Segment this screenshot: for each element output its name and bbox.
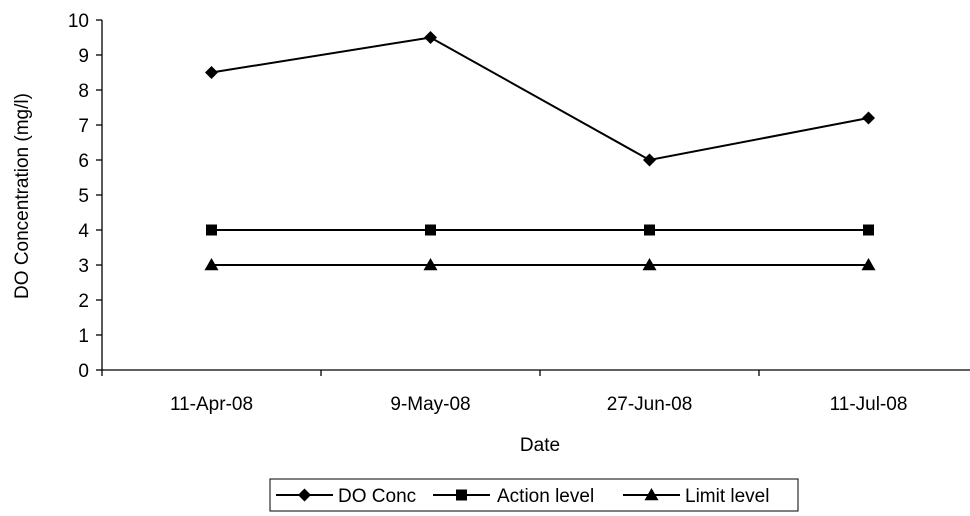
legend-marker <box>644 488 659 501</box>
data-point <box>644 224 655 236</box>
series-do-conc <box>205 31 875 167</box>
x-tick-label: 9-May-08 <box>390 394 470 415</box>
data-point <box>205 66 218 79</box>
x-tick-label: 11-Apr-08 <box>170 394 253 415</box>
series-limit-level <box>204 258 876 271</box>
legend-label: Limit level <box>685 486 769 507</box>
series-line <box>211 36 869 162</box>
data-point <box>861 258 876 271</box>
data-point <box>204 258 219 271</box>
legend-item: Action level <box>433 486 594 507</box>
data-point <box>642 258 657 271</box>
legend-label: DO Conc <box>338 486 416 507</box>
data-point <box>425 224 436 236</box>
data-point <box>863 224 874 236</box>
data-point <box>206 224 217 236</box>
data-point <box>424 31 437 44</box>
x-axis-title: Date <box>520 435 560 456</box>
series-layer <box>204 31 876 271</box>
legend-box <box>269 478 799 512</box>
y-tick-label: 1 <box>78 326 89 347</box>
data-point <box>643 153 656 167</box>
legend-item: Limit level <box>623 486 769 507</box>
data-point <box>862 111 875 125</box>
y-tick-label: 2 <box>78 291 89 312</box>
y-tick-label: 3 <box>78 256 89 277</box>
y-tick-label: 5 <box>78 186 89 207</box>
legend-item: DO Conc <box>276 486 416 507</box>
y-tick-label: 8 <box>78 81 89 102</box>
x-tick-label: 27-Jun-08 <box>607 394 693 415</box>
y-tick-label: 0 <box>78 361 89 382</box>
y-tick-label: 7 <box>78 116 89 137</box>
y-tick-label: 10 <box>68 11 89 32</box>
axes: 0 1 2 3 4 5 6 7 8 9 10 11-Apr-08 9-May-08 27-Jun-08 11… <box>68 11 970 415</box>
legend-marker <box>298 488 311 502</box>
data-point <box>423 258 438 271</box>
legend: DO Conc Action level Limit level <box>269 478 799 512</box>
y-axis-title: DO Concentration (mg/l) <box>12 93 33 299</box>
y-tick-label: 9 <box>78 46 89 67</box>
x-tick-label: 11-Jul-08 <box>830 394 908 415</box>
series-action-level <box>206 224 874 236</box>
y-tick-label: 6 <box>78 151 89 172</box>
legend-label: Action level <box>497 486 594 507</box>
legend-marker <box>456 489 467 501</box>
y-tick-label: 4 <box>78 221 89 242</box>
